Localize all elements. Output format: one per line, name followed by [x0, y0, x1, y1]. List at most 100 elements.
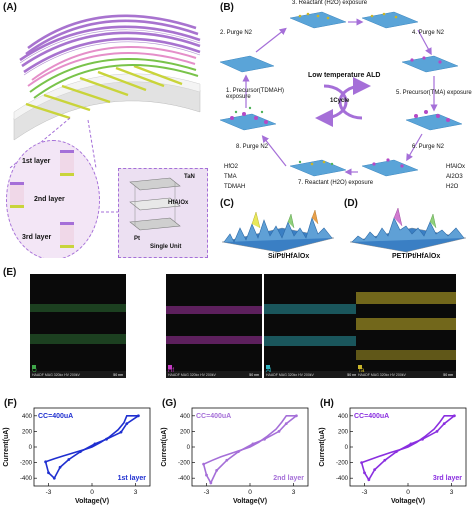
y-tick-label: 200	[22, 429, 33, 435]
compliance-annotation: CC=400uA	[38, 413, 73, 420]
x-axis-label: Voltage(V)	[233, 498, 267, 505]
eds-map-ta: HAADF MAG 320kx HV 200kV 50 nm	[356, 274, 456, 378]
data-point	[67, 458, 71, 461]
unit-material-pt: Pt	[134, 236, 140, 242]
data-point	[367, 478, 371, 482]
set-sweep-line	[203, 414, 297, 465]
afm-surface-si	[221, 209, 335, 253]
data-point	[421, 437, 424, 441]
eds-scale-al: 50 nm	[347, 373, 357, 377]
legend-al2o3: Al2O3	[446, 174, 463, 180]
iv-chart-3rd-layer: (H) -3 0 3 -400 -200 0 200 400 Voltage(V) Current(…	[319, 398, 467, 505]
y-tick-label: 400	[180, 414, 191, 420]
panel-d: (D) PET/Pt/HfAlOx	[342, 198, 474, 264]
ald-cycle-diagram	[219, 11, 463, 177]
x-tick-label: 3	[450, 489, 454, 496]
ald-step-7: 7. Reactant (H2O) exposure	[298, 180, 374, 186]
y-tick-label: 400	[22, 414, 33, 420]
eds-map-o: HAADF MAG 320kx HV 200kV 50 nm	[30, 274, 126, 378]
panel-label-c: (C)	[220, 198, 234, 209]
panel-label-d: (D)	[344, 198, 358, 209]
eds-element-hf: Hf	[168, 368, 174, 374]
panel-e: (E) HAADF MAG 320kx HV 200kV 50 nm O HAA…	[0, 266, 474, 394]
data-point	[395, 450, 398, 454]
unit-material-tan: TaN	[184, 174, 195, 180]
ald-title: Low temperature ALD	[308, 72, 381, 79]
layer-2-label: 2nd layer	[34, 196, 65, 203]
data-point	[360, 461, 363, 464]
panel-label-a: (A)	[3, 2, 17, 13]
y-tick-label: -400	[336, 476, 349, 482]
layer-annotation: 2nd layer	[273, 475, 304, 482]
x-axis-label: Voltage(V)	[391, 498, 425, 505]
afm-surface-pet	[349, 207, 467, 253]
eds-scale-hf: 50 nm	[249, 373, 259, 377]
x-tick-label: -3	[362, 489, 368, 496]
eds-map-al: HAADF MAG 320kx HV 200kV 50 nm	[264, 274, 360, 378]
data-point	[284, 422, 288, 425]
panel-label: (F)	[4, 398, 17, 409]
data-point	[383, 458, 387, 462]
data-point	[119, 430, 123, 434]
ald-step-6: 6. Purge N2	[412, 144, 445, 150]
single-unit-illustration	[129, 177, 181, 231]
legend-hfalox: HfAlOx	[446, 164, 466, 170]
eds-footer-o: HAADF MAG 320kx HV 200kV	[32, 373, 80, 377]
eds-element-al: Al	[266, 368, 272, 374]
data-point	[47, 471, 50, 475]
data-point	[125, 422, 129, 425]
x-tick-label: 0	[248, 489, 252, 496]
x-tick-label: -3	[46, 489, 52, 496]
layer-2-cell	[10, 182, 24, 208]
eds-element-o: O	[32, 368, 37, 374]
layer-annotation: 1st layer	[118, 475, 147, 482]
unit-caption: Single Unit	[150, 244, 182, 250]
data-point	[435, 430, 439, 433]
data-point	[52, 476, 56, 480]
data-point	[225, 458, 229, 462]
y-tick-label: -200	[336, 461, 349, 467]
data-point	[363, 471, 366, 475]
y-tick-label: 0	[345, 445, 349, 451]
ald-step-1: 1. Precursor(TDMAH) exposure	[226, 88, 285, 100]
data-point	[79, 450, 82, 454]
data-point	[453, 414, 456, 418]
data-point	[93, 442, 97, 446]
y-tick-label: 200	[338, 429, 349, 435]
eds-element-ta: Ta	[358, 368, 365, 374]
ald-step-2: 2. Purge N2	[220, 30, 253, 36]
compliance-annotation: CC=400uA	[196, 413, 231, 420]
set-sweep-line	[45, 414, 139, 463]
x-tick-label: -3	[204, 489, 210, 496]
eds-scale-o: 50 nm	[113, 373, 123, 377]
data-point	[215, 469, 219, 472]
data-point	[202, 462, 205, 466]
x-tick-label: 0	[406, 489, 410, 496]
data-point	[409, 442, 413, 446]
panel-label-b: (B)	[220, 2, 234, 13]
x-axis-label: Voltage(V)	[75, 498, 109, 505]
data-point	[442, 422, 446, 425]
y-axis-label: Current(uA)	[319, 427, 326, 466]
iv-chart-1st-layer: (F) -3 0 3 -400 -200 0 200 400 Voltage(V) Current(…	[3, 398, 151, 505]
y-tick-label: 400	[338, 414, 349, 420]
iv-chart-2nd-layer: (G) -3 0 3 -400 -200 0 200 400 Voltage(V) Current(…	[161, 398, 309, 505]
data-point	[44, 460, 47, 464]
eds-footer-ta: HAADF MAG 320kx HV 200kV	[358, 373, 406, 377]
eds-map-hf: HAADF MAG 320kx HV 200kV 50 nm	[166, 274, 262, 378]
x-tick-label: 0	[90, 489, 94, 496]
crossbar-array-illustration	[13, 14, 201, 141]
set-sweep-line	[361, 414, 455, 464]
data-point	[205, 473, 208, 477]
reset-sweep-line	[202, 415, 297, 485]
data-point	[295, 414, 298, 418]
panel-b: (B)	[212, 0, 474, 198]
legend-hfo2: HfO2	[224, 164, 239, 170]
panel-label: (G)	[162, 398, 176, 409]
data-point	[137, 414, 140, 418]
y-tick-label: 0	[187, 445, 191, 451]
compliance-annotation: CC=400uA	[354, 413, 389, 420]
y-tick-label: 200	[180, 429, 191, 435]
data-point	[58, 465, 62, 469]
y-tick-label: -200	[20, 461, 33, 467]
